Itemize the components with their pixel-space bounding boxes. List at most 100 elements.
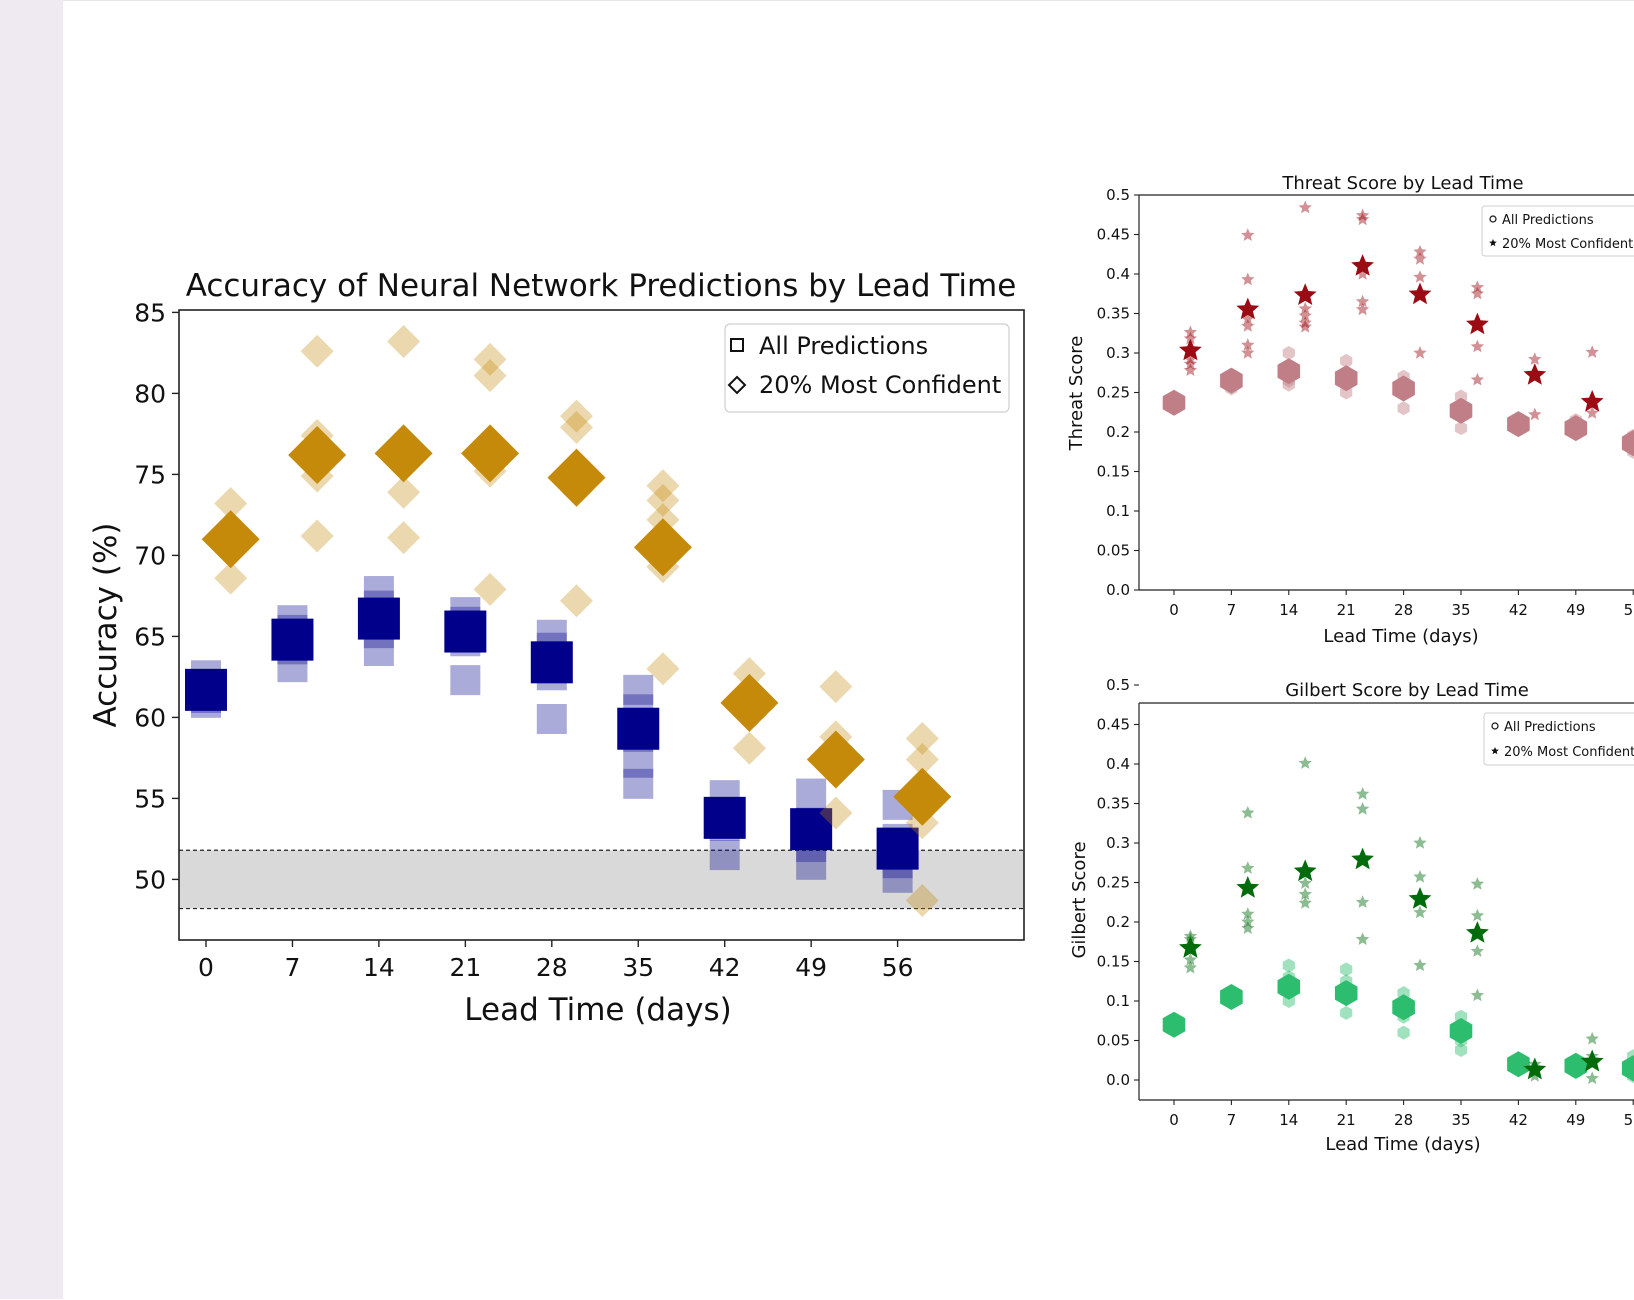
gilbert-x-tick-label: 35	[1451, 1111, 1470, 1129]
threat-y-tick-label: 0.25	[1097, 384, 1130, 402]
threat-legend-box	[1481, 205, 1634, 257]
threat-s1-mean-point	[1293, 283, 1317, 305]
threat-y-tick-label: 0.45	[1097, 226, 1130, 244]
main-ticks-layer: 0 7 14 21 28 35 42 49 56 50 55 60 65 70 75 80 85	[134, 298, 913, 982]
gilbert-s1-member-point	[1241, 806, 1255, 819]
main-legend: All Predictions 20% Most Confident	[724, 323, 1010, 413]
threat-s0-member-point	[1397, 401, 1410, 416]
threat-x-tick-label: 49	[1566, 601, 1585, 619]
main-plot-frame	[178, 309, 1025, 941]
gilbert-s1-member-point	[1470, 908, 1485, 922]
gilbert-y-tick-label: 0.15	[1097, 953, 1130, 971]
legend-diamond-icon	[727, 375, 747, 395]
threat-s1-member-point	[1470, 339, 1485, 353]
main-y-tick-label: 70	[134, 541, 166, 570]
threat-x-tick-label: 14	[1279, 601, 1298, 619]
threat-title: Threat Score by Lead Time	[1281, 173, 1523, 194]
gilbert-s1-mean-point	[1351, 847, 1374, 870]
gilbert-s0-mean-point	[1334, 980, 1358, 1007]
gilbert-s1-member-point	[1355, 895, 1370, 908]
threat-s1-member-point	[1528, 352, 1542, 365]
main-s0-member-point	[363, 635, 394, 666]
threat-s1-member-point	[1298, 308, 1312, 322]
main-s1-member-point	[905, 883, 939, 917]
gilbert-s0-mean-point	[1564, 1052, 1588, 1079]
threat-s1-mean-point	[1236, 297, 1260, 320]
threat-y-tick-label: 0.35	[1097, 305, 1130, 323]
main-s0-mean-point	[617, 707, 660, 750]
main-s1-member-point	[732, 657, 766, 691]
main-s1-member-point	[473, 359, 507, 393]
threat-s1-member-point	[1183, 357, 1198, 370]
threat-s1-mean-point	[1580, 390, 1604, 412]
gilbert-x-tick-label: 42	[1509, 1111, 1528, 1129]
gilbert-y-tick-label: 0.2	[1106, 913, 1130, 931]
gilbert-s0-mean-point	[1220, 984, 1243, 1010]
gilbert-s0-mean-point	[1392, 994, 1415, 1021]
threat-s1-member-point	[1470, 286, 1485, 300]
gilbert-ticks-layer: 0 7 14 21 28 35 42 49 56 0.0 0.05 0.1 0.15 0.2 0.25 0.3…	[1097, 676, 1634, 1129]
threat-s1-member-point	[1183, 363, 1198, 376]
threat-y-tick-label: 0.0	[1106, 581, 1130, 599]
threat-y-tick-label: 0.05	[1097, 542, 1130, 560]
main-s1-mean-point	[633, 518, 692, 577]
gilbert-s1-mean-point	[1236, 876, 1260, 898]
threat-s1-member-point	[1298, 316, 1312, 329]
main-s1-mean-point	[547, 448, 606, 507]
main-x-tick-label: 21	[449, 953, 481, 982]
threat-legend-label-all: All Predictions	[1502, 213, 1594, 228]
main-s1-mean-point	[720, 673, 779, 732]
accuracy-chart: 0 7 14 21 28 35 42 49 56 50 55 60 65 70 75 80 85 Accurac…	[88, 268, 1025, 1028]
gilbert-score-chart: 0 7 14 21 28 35 42 49 56 0.0 0.05 0.1 0.15 0.2 0.25 0.3…	[1069, 676, 1634, 1155]
gilbert-s1-member-point	[1298, 756, 1312, 769]
threat-s0-mean-point	[1449, 397, 1473, 424]
threat-s1-member-point	[1585, 406, 1599, 419]
main-x-tick-label: 14	[363, 953, 395, 982]
main-s0-mean-point	[703, 796, 746, 839]
gilbert-s1-member-point	[1183, 929, 1198, 942]
main-s1-member-point	[473, 342, 507, 376]
threat-s1-mean-point	[1408, 282, 1432, 305]
main-y-tick-label: 75	[134, 460, 166, 489]
gilbert-s1-mean-point	[1179, 936, 1202, 958]
main-y-tick-label: 85	[134, 298, 166, 327]
threat-s1-member-point	[1183, 331, 1198, 345]
gilbert-y-axis-label: Gilbert Score	[1069, 841, 1090, 958]
gilbert-y-tick-label: 0.35	[1097, 795, 1130, 813]
threat-x-tick-label: 42	[1509, 601, 1528, 619]
gilbert-s1-member-point	[1413, 905, 1427, 919]
gilbert-legend-label-confident: 20% Most Confident	[1504, 745, 1634, 760]
main-s1-mean-point	[374, 424, 433, 483]
gilbert-s1-member-point	[1183, 960, 1198, 974]
gilbert-s1-member-point	[1298, 896, 1312, 909]
gilbert-x-tick-label: 28	[1394, 1111, 1413, 1129]
main-legend-label-confident: 20% Most Confident	[759, 371, 1001, 399]
main-x-tick-label: 56	[882, 953, 914, 982]
main-y-tick-label: 65	[134, 622, 166, 651]
gilbert-legend-circle-icon	[1491, 722, 1499, 730]
threat-s0-mean-point	[1220, 367, 1243, 394]
threat-s1-member-point	[1355, 302, 1370, 316]
main-s1-member-point	[214, 561, 248, 595]
threat-s1-member-point	[1585, 345, 1599, 358]
main-legend-label-all: All Predictions	[759, 332, 928, 360]
threat-x-tick-label: 0	[1169, 601, 1179, 619]
gilbert-s0-mean-point	[1162, 1011, 1186, 1038]
gilbert-s1-mean-point	[1523, 1057, 1547, 1080]
threat-s0-mean-point	[1564, 415, 1588, 442]
main-y-tick-label: 60	[134, 703, 166, 732]
threat-y-tick-label: 0.4	[1106, 265, 1130, 283]
threat-s1-mean-point	[1179, 338, 1202, 361]
main-s1-member-point	[732, 731, 766, 765]
gilbert-legend: All Predictions 20% Most Confident	[1483, 712, 1634, 766]
gilbert-x-tick-label: 49	[1566, 1111, 1585, 1129]
main-s0-member-point	[536, 704, 567, 735]
main-s0-member-point	[623, 747, 654, 778]
main-s0-mean-point	[271, 618, 314, 661]
gilbert-s1-member-point	[1241, 915, 1255, 928]
gilbert-s0-mean-point	[1277, 973, 1301, 1000]
threat-s0-mean-point	[1277, 358, 1301, 385]
threat-x-tick-label: 56	[1624, 601, 1634, 619]
threat-s1-member-point	[1241, 272, 1255, 286]
threat-s1-member-point	[1241, 312, 1255, 325]
